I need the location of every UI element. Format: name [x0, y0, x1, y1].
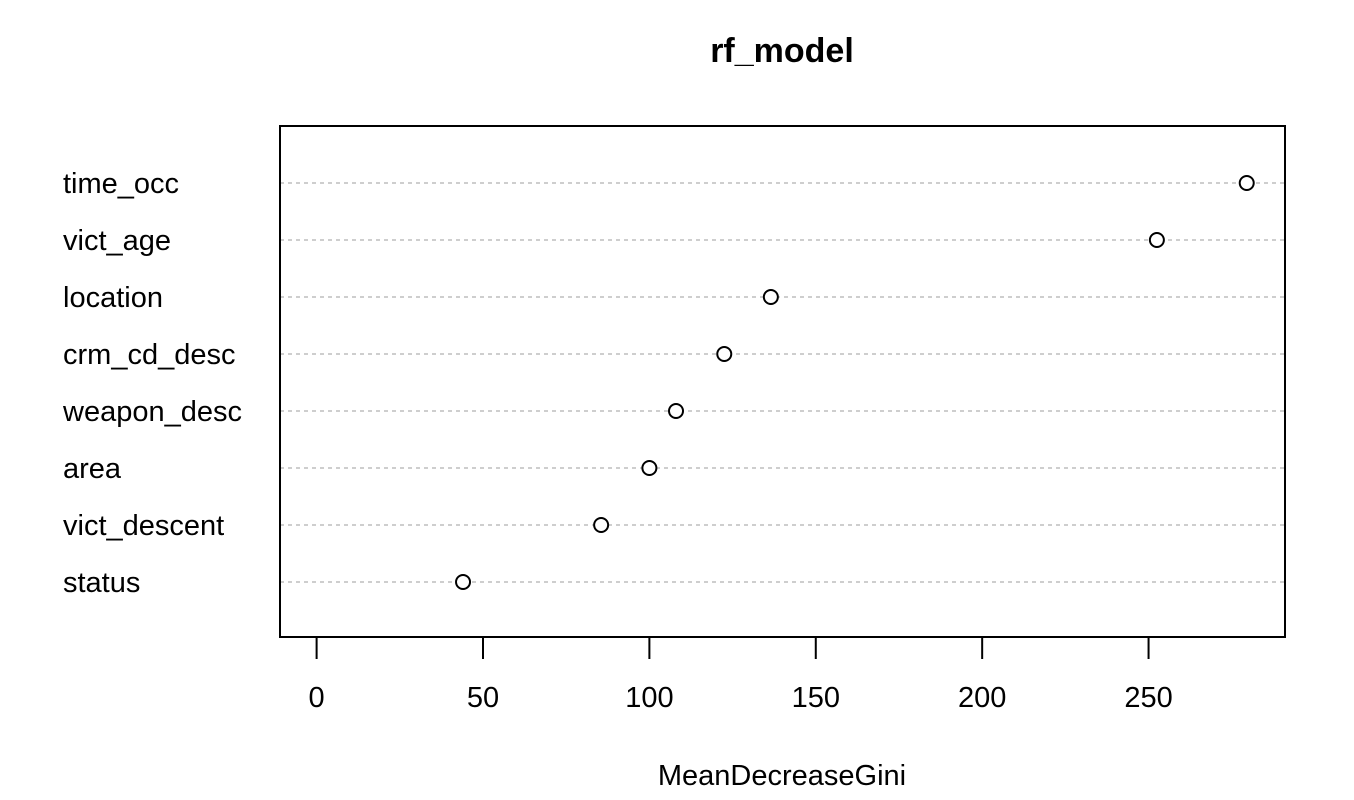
data-point	[716, 346, 733, 362]
category-label: status	[63, 567, 140, 599]
data-point	[455, 574, 472, 590]
data-point	[641, 460, 658, 476]
category-label: vict_descent	[63, 510, 224, 542]
x-tick-label: 200	[958, 682, 1006, 714]
category-label: vict_age	[63, 225, 171, 257]
data-point	[668, 403, 685, 419]
data-point	[1148, 232, 1165, 248]
data-point	[762, 289, 779, 305]
x-tick-label: 50	[467, 682, 499, 714]
grid-lines	[280, 182, 1285, 583]
category-label: crm_cd_desc	[63, 339, 235, 371]
data-points	[455, 175, 1255, 590]
chart-title: rf_model	[710, 32, 854, 70]
plot-frame	[279, 125, 1286, 638]
category-labels: time_occ vict_age location crm_cd_descweapo…	[62, 168, 242, 599]
x-tick-label: 150	[792, 682, 840, 714]
x-tick-label: 0	[309, 682, 325, 714]
x-axis-label: MeanDecreaseGini	[658, 760, 906, 792]
x-tick-label: 100	[625, 682, 673, 714]
x-tick-label: 250	[1124, 682, 1172, 714]
category-label: area	[63, 453, 122, 485]
category-label: time_occ	[63, 168, 179, 200]
data-point	[593, 517, 610, 533]
category-label: location	[63, 282, 163, 314]
data-point	[1238, 175, 1255, 191]
x-axis: 0 50 100 150 200 250	[309, 636, 1173, 714]
category-label: weapon_desc	[62, 396, 242, 428]
